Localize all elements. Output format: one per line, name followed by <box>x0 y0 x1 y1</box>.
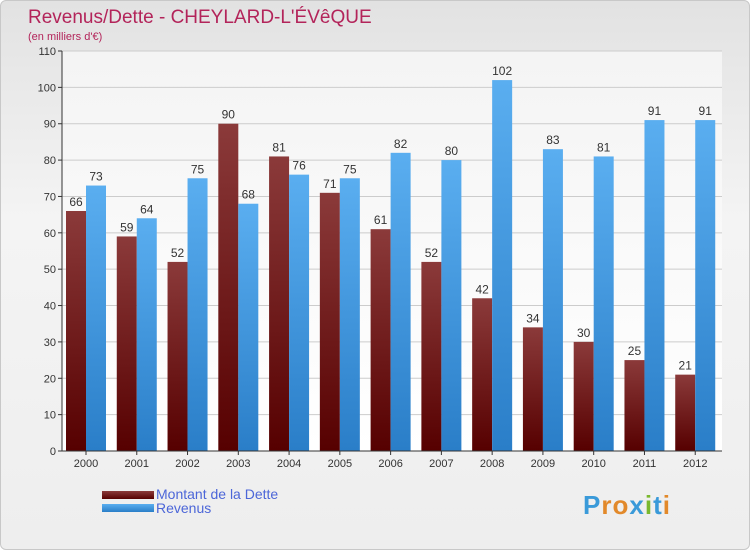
data-label: 52 <box>425 246 439 260</box>
data-label: 80 <box>445 144 459 158</box>
x-tick-label: 2000 <box>74 458 98 470</box>
bar-revenus <box>289 174 310 452</box>
data-label: 66 <box>69 195 83 209</box>
x-tick-label: 2003 <box>226 458 250 470</box>
axes: 0 10 20 30 40 50 60 70 80 90 100 110 2000 2001 2002 200… <box>38 46 722 470</box>
x-tick-label: 2001 <box>125 458 149 470</box>
data-label: 59 <box>120 220 134 234</box>
chart-title: Revenus/Dette - CHEYLARD-L'ÉVêQUE <box>28 7 372 28</box>
bar-revenus <box>695 120 716 451</box>
x-tick-label: 2011 <box>633 458 657 470</box>
value-labels: 66 73 59 64 52 75 90 68 81 76 71 75 61 82 52 80 42 102 34 8… <box>69 64 712 373</box>
y-tick-label: 100 <box>38 82 56 94</box>
data-label: 71 <box>323 177 337 191</box>
data-label: 25 <box>628 344 642 358</box>
data-label: 73 <box>89 170 103 184</box>
bar-dette <box>675 374 696 451</box>
y-tick-label: 110 <box>38 46 56 58</box>
logo-letter: x <box>629 490 645 520</box>
y-tick-label: 10 <box>44 410 56 422</box>
legend-label-revenus: Revenus <box>156 500 212 516</box>
bar-revenus <box>238 203 259 451</box>
x-tick-label: 2005 <box>328 458 352 470</box>
y-tick-label: 40 <box>44 301 56 313</box>
y-tick-label: 60 <box>44 228 56 240</box>
bar-dette <box>269 156 290 452</box>
y-tick-label: 30 <box>44 337 56 349</box>
data-label: 68 <box>242 188 256 202</box>
proxiti-logo: Proxiti <box>583 490 671 521</box>
x-tick-label: 2009 <box>531 458 555 470</box>
y-tick-label: 0 <box>50 446 56 458</box>
data-label: 75 <box>191 162 205 176</box>
x-tick-label: 2002 <box>175 458 199 470</box>
bar-revenus <box>187 178 208 452</box>
y-tick-label: 80 <box>44 155 56 167</box>
x-tick-label: 2004 <box>277 458 301 470</box>
bar-dette <box>218 123 239 452</box>
logo-letter: o <box>612 490 630 520</box>
legend-swatch-dette <box>102 491 154 499</box>
data-label: 64 <box>140 202 154 216</box>
data-label: 90 <box>222 108 236 122</box>
data-label: 76 <box>292 159 306 173</box>
bar-dette <box>167 261 188 451</box>
y-tick-label: 20 <box>44 373 56 385</box>
bar-revenus <box>542 149 563 451</box>
logo-letter: t <box>653 490 663 520</box>
bar-dette <box>522 327 543 451</box>
data-label: 30 <box>577 326 591 340</box>
logo-letter: i <box>662 490 671 520</box>
bar-revenus <box>339 178 360 452</box>
y-tick-label: 70 <box>44 191 56 203</box>
legend-label-dette: Montant de la Dette <box>156 486 279 502</box>
x-tick-label: 2010 <box>581 458 605 470</box>
data-label: 81 <box>597 140 611 154</box>
data-label: 21 <box>679 359 693 373</box>
bar-dette <box>421 261 442 451</box>
x-tick-label: 2012 <box>683 458 707 470</box>
bar-dette <box>66 211 86 451</box>
bar-revenus <box>644 120 665 451</box>
data-label: 81 <box>272 140 286 154</box>
data-label: 61 <box>374 213 388 227</box>
bar-dette <box>319 192 340 451</box>
logo-letter: r <box>601 490 613 520</box>
data-label: 102 <box>492 64 512 78</box>
bar-revenus <box>593 156 614 452</box>
data-label: 82 <box>394 137 408 151</box>
chart-subtitle: (en milliers d'€) <box>28 31 103 43</box>
logo-letter: P <box>583 490 602 520</box>
data-label: 52 <box>171 246 185 260</box>
bar-revenus <box>390 152 411 451</box>
bar-revenus <box>86 185 106 451</box>
bar-dette <box>370 229 391 451</box>
bar-dette <box>573 341 594 451</box>
data-label: 42 <box>475 282 489 296</box>
bars <box>66 80 716 452</box>
data-label: 83 <box>546 133 560 147</box>
bar-revenus <box>441 160 462 451</box>
legend-swatch-revenus <box>102 504 154 512</box>
data-label: 91 <box>699 104 713 118</box>
x-tick-label: 2008 <box>480 458 504 470</box>
bar-revenus <box>136 218 157 451</box>
bar-dette <box>624 360 645 451</box>
data-label: 75 <box>343 162 357 176</box>
logo-letter: i <box>644 490 654 520</box>
y-tick-label: 90 <box>44 119 56 131</box>
data-label: 91 <box>648 104 662 118</box>
data-label: 34 <box>526 311 540 325</box>
bar-revenus <box>492 80 513 451</box>
bar-dette <box>472 298 493 451</box>
x-tick-label: 2007 <box>429 458 453 470</box>
y-tick-label: 50 <box>44 264 56 276</box>
x-tick-label: 2006 <box>378 458 402 470</box>
bar-dette <box>116 236 137 451</box>
